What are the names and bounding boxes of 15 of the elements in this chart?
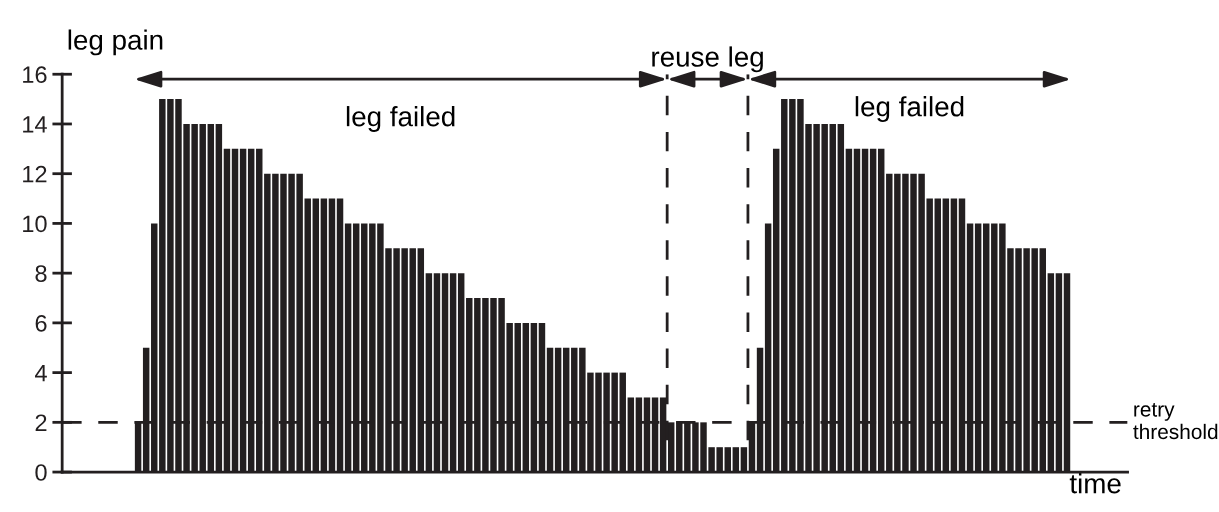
y-tick-label: 6 bbox=[35, 314, 47, 332]
y-tick-label: 16 bbox=[23, 66, 47, 84]
annotation: leg failed bbox=[346, 106, 455, 132]
y-tick-label: 10 bbox=[23, 215, 47, 233]
annotation: leg failed bbox=[855, 96, 964, 122]
y-tick-label: 12 bbox=[23, 165, 47, 183]
y-tick-label: 8 bbox=[35, 265, 47, 282]
y-tick-label: 2 bbox=[35, 414, 47, 431]
y-tick-label: 14 bbox=[23, 116, 47, 133]
y-tick-label: 0 bbox=[35, 464, 47, 481]
text: reuse leg bbox=[652, 46, 763, 73]
x-axis-title: time bbox=[1069, 473, 1121, 494]
ref-line-label: retry threshold bbox=[1133, 403, 1218, 440]
y-axis-title: leg pain bbox=[68, 29, 163, 56]
y-tick-label: 4 bbox=[35, 364, 47, 382]
